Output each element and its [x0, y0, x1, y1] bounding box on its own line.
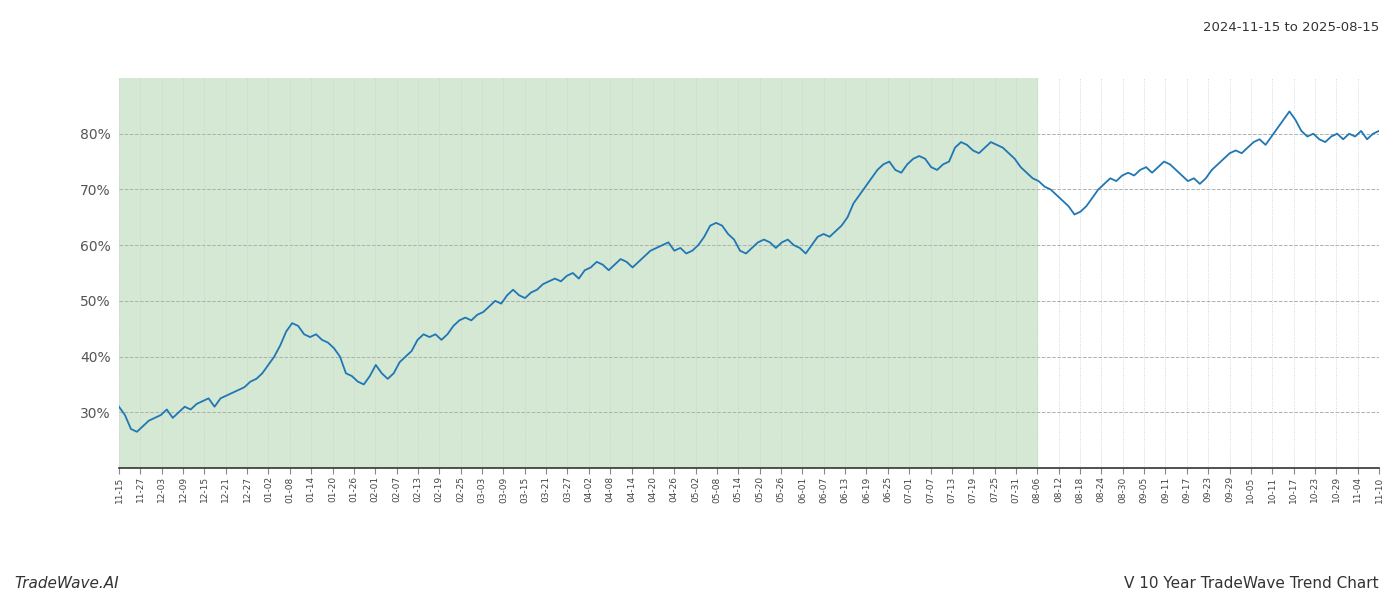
Text: 2024-11-15 to 2025-08-15: 2024-11-15 to 2025-08-15	[1203, 21, 1379, 34]
Text: V 10 Year TradeWave Trend Chart: V 10 Year TradeWave Trend Chart	[1124, 576, 1379, 591]
Text: TradeWave.AI: TradeWave.AI	[14, 576, 119, 591]
Bar	[119, 78, 1037, 468]
